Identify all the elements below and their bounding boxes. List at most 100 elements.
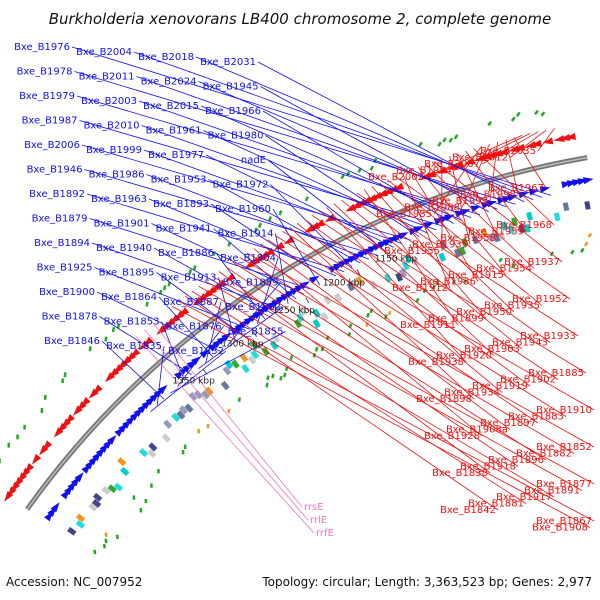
- label-leader-line: [318, 210, 587, 374]
- minus-strand-gene-label: Bxe_B2002: [368, 172, 424, 183]
- label-leader-line: [341, 199, 523, 350]
- label-leader-line: [473, 148, 555, 226]
- minus-strand-gene-label: Bxe_B2035: [480, 146, 536, 157]
- scale-tick: [305, 297, 310, 304]
- plus-strand-gene-label: Bxe_B1887: [163, 297, 219, 308]
- minus-strand-gene-label: Bxe_B1908: [532, 523, 588, 534]
- label-leader-line: [211, 275, 595, 485]
- minus-strand-gene-arrow: [486, 151, 498, 158]
- plus-strand-gene-label: Bxe_B1879: [32, 214, 88, 225]
- label-leader-line: [402, 173, 451, 289]
- cds-track-block: [163, 419, 173, 429]
- cds-track-block: [501, 221, 509, 231]
- cds-track-block: [269, 340, 279, 350]
- cds-track-block: [222, 366, 232, 376]
- minus-strand-gene-arrow: [309, 221, 321, 231]
- outer-feature-mark: [188, 269, 193, 275]
- minus-strand-gene-label: Bxe_B1968: [496, 220, 552, 231]
- plus-strand-gene-label: Bxe_B1904: [220, 253, 276, 264]
- cds-track-block: [247, 355, 257, 365]
- minus-strand-gene-label: Bxe_B1937: [504, 257, 560, 268]
- label-leader-line: [256, 257, 279, 325]
- minus-strand-gene-label: Bxe_B1898: [416, 394, 472, 405]
- genome-summary-text: Topology: circular; Length: 3,363,523 bp…: [261, 575, 592, 589]
- cds-track-block: [334, 292, 343, 303]
- label-leader-line: [215, 252, 266, 320]
- minus-strand-gene-arrow: [24, 463, 35, 474]
- scale-tick-label: 1300 kbp: [221, 340, 264, 350]
- label-leader-line: [99, 316, 192, 375]
- label-leader-line: [272, 208, 321, 286]
- outer-feature-mark: [116, 323, 121, 329]
- label-leader-line: [304, 218, 531, 387]
- plus-strand-gene-label: Bxe_B1978: [17, 67, 73, 78]
- gc-skew-mark: [279, 375, 283, 381]
- plus-strand-gene-label: Bxe_B1980: [208, 131, 264, 142]
- cds-track-block: [88, 502, 98, 512]
- label-leader-line: [537, 127, 555, 152]
- plus-strand-gene-label: Bxe_B1893: [153, 199, 209, 210]
- minus-strand-gene-label: Bxe_B1891: [524, 486, 580, 497]
- label-leader-line: [208, 179, 361, 264]
- minus-strand-gene-arrow: [508, 145, 520, 152]
- label-leader-line: [152, 322, 303, 508]
- minus-strand-gene-label: Bxe_B1934: [444, 388, 500, 399]
- minus-strand-gene-arrow: [530, 139, 543, 147]
- minus-strand-gene-label: Bxe_B1915: [448, 270, 504, 281]
- minus-strand-gene-label: Bxe_B1918: [460, 462, 516, 473]
- plus-strand-gene-label: Bxe_B1886: [158, 248, 214, 259]
- plus-strand-gene-label: Bxe_B1960: [215, 204, 271, 215]
- outer-feature-mark: [448, 137, 454, 143]
- label-leader-line: [425, 164, 535, 269]
- minus-strand-gene-arrow: [92, 384, 103, 395]
- minus-strand-gene-label: Bxe_B1943: [492, 338, 548, 349]
- label-leader-line: [505, 139, 519, 195]
- minus-strand-gene-label: Bxe_B1985: [376, 209, 432, 220]
- label-leader-line: [267, 159, 386, 252]
- minus-strand-gene-label: Bxe_B1938: [408, 357, 464, 368]
- minus-strand-gene-arrow: [565, 132, 577, 140]
- plus-strand-gene-label: Bxe_B1901: [94, 219, 150, 230]
- minus-strand-gene-arrow: [65, 414, 75, 425]
- plus-strand-gene-label: Bxe_B1987: [22, 116, 78, 127]
- gc-skew-mark: [265, 382, 269, 388]
- label-leader-line: [270, 184, 353, 268]
- minus-strand-gene-label: Bxe_B1902: [500, 375, 556, 386]
- cds-track-block: [107, 484, 117, 494]
- minus-strand-gene-arrow: [225, 272, 236, 282]
- plus-strand-gene-label: Bxe_B1913: [161, 273, 217, 284]
- label-leader-line: [200, 105, 463, 221]
- label-leader-line: [417, 166, 507, 276]
- plus-strand-gene-label: Bxe_B2031: [200, 57, 256, 68]
- label-leader-line: [246, 252, 595, 448]
- label-leader-line: [76, 95, 481, 216]
- label-leader-line: [191, 290, 527, 504]
- map-title: Burkholderia xenovorans LB400 chromosome…: [49, 10, 552, 28]
- minus-strand-gene-label: Bxe_B1935: [484, 301, 540, 312]
- plus-strand-gene-label: Bxe_B1900: [39, 287, 95, 298]
- minus-strand-gene-label: Bxe_B1967: [488, 183, 544, 194]
- minus-strand-gene-label: Bxe_B2007: [424, 159, 480, 170]
- label-leader-line: [94, 267, 250, 330]
- plus-strand-gene-label: Bxe_B2011: [79, 72, 135, 83]
- label-leader-line: [274, 235, 567, 417]
- cds-track-block: [91, 498, 102, 508]
- plus-strand-gene-label: Bxe_B1894: [34, 238, 90, 249]
- label-leader-line: [348, 196, 551, 343]
- cds-track-block: [480, 227, 488, 238]
- label-leader-line: [156, 272, 243, 336]
- minus-strand-gene-label: Bxe_B1908a: [446, 425, 508, 436]
- plus-strand-gene-arrow: [74, 472, 84, 483]
- cds-track-block: [526, 211, 534, 221]
- outer-feature-mark: [212, 250, 216, 257]
- minus-strand-gene-arrow: [497, 148, 509, 155]
- gc-skew-mark: [369, 308, 374, 314]
- cds-track-block: [493, 233, 501, 243]
- scale-tick-label: 1200 kbp: [323, 278, 366, 288]
- outer-feature-mark: [534, 109, 539, 116]
- label-leader-line: [150, 350, 227, 413]
- label-leader-line: [178, 300, 595, 522]
- label-leader-line: [489, 141, 499, 202]
- minus-strand-gene-arrow: [31, 453, 42, 465]
- label-leader-line: [509, 129, 547, 158]
